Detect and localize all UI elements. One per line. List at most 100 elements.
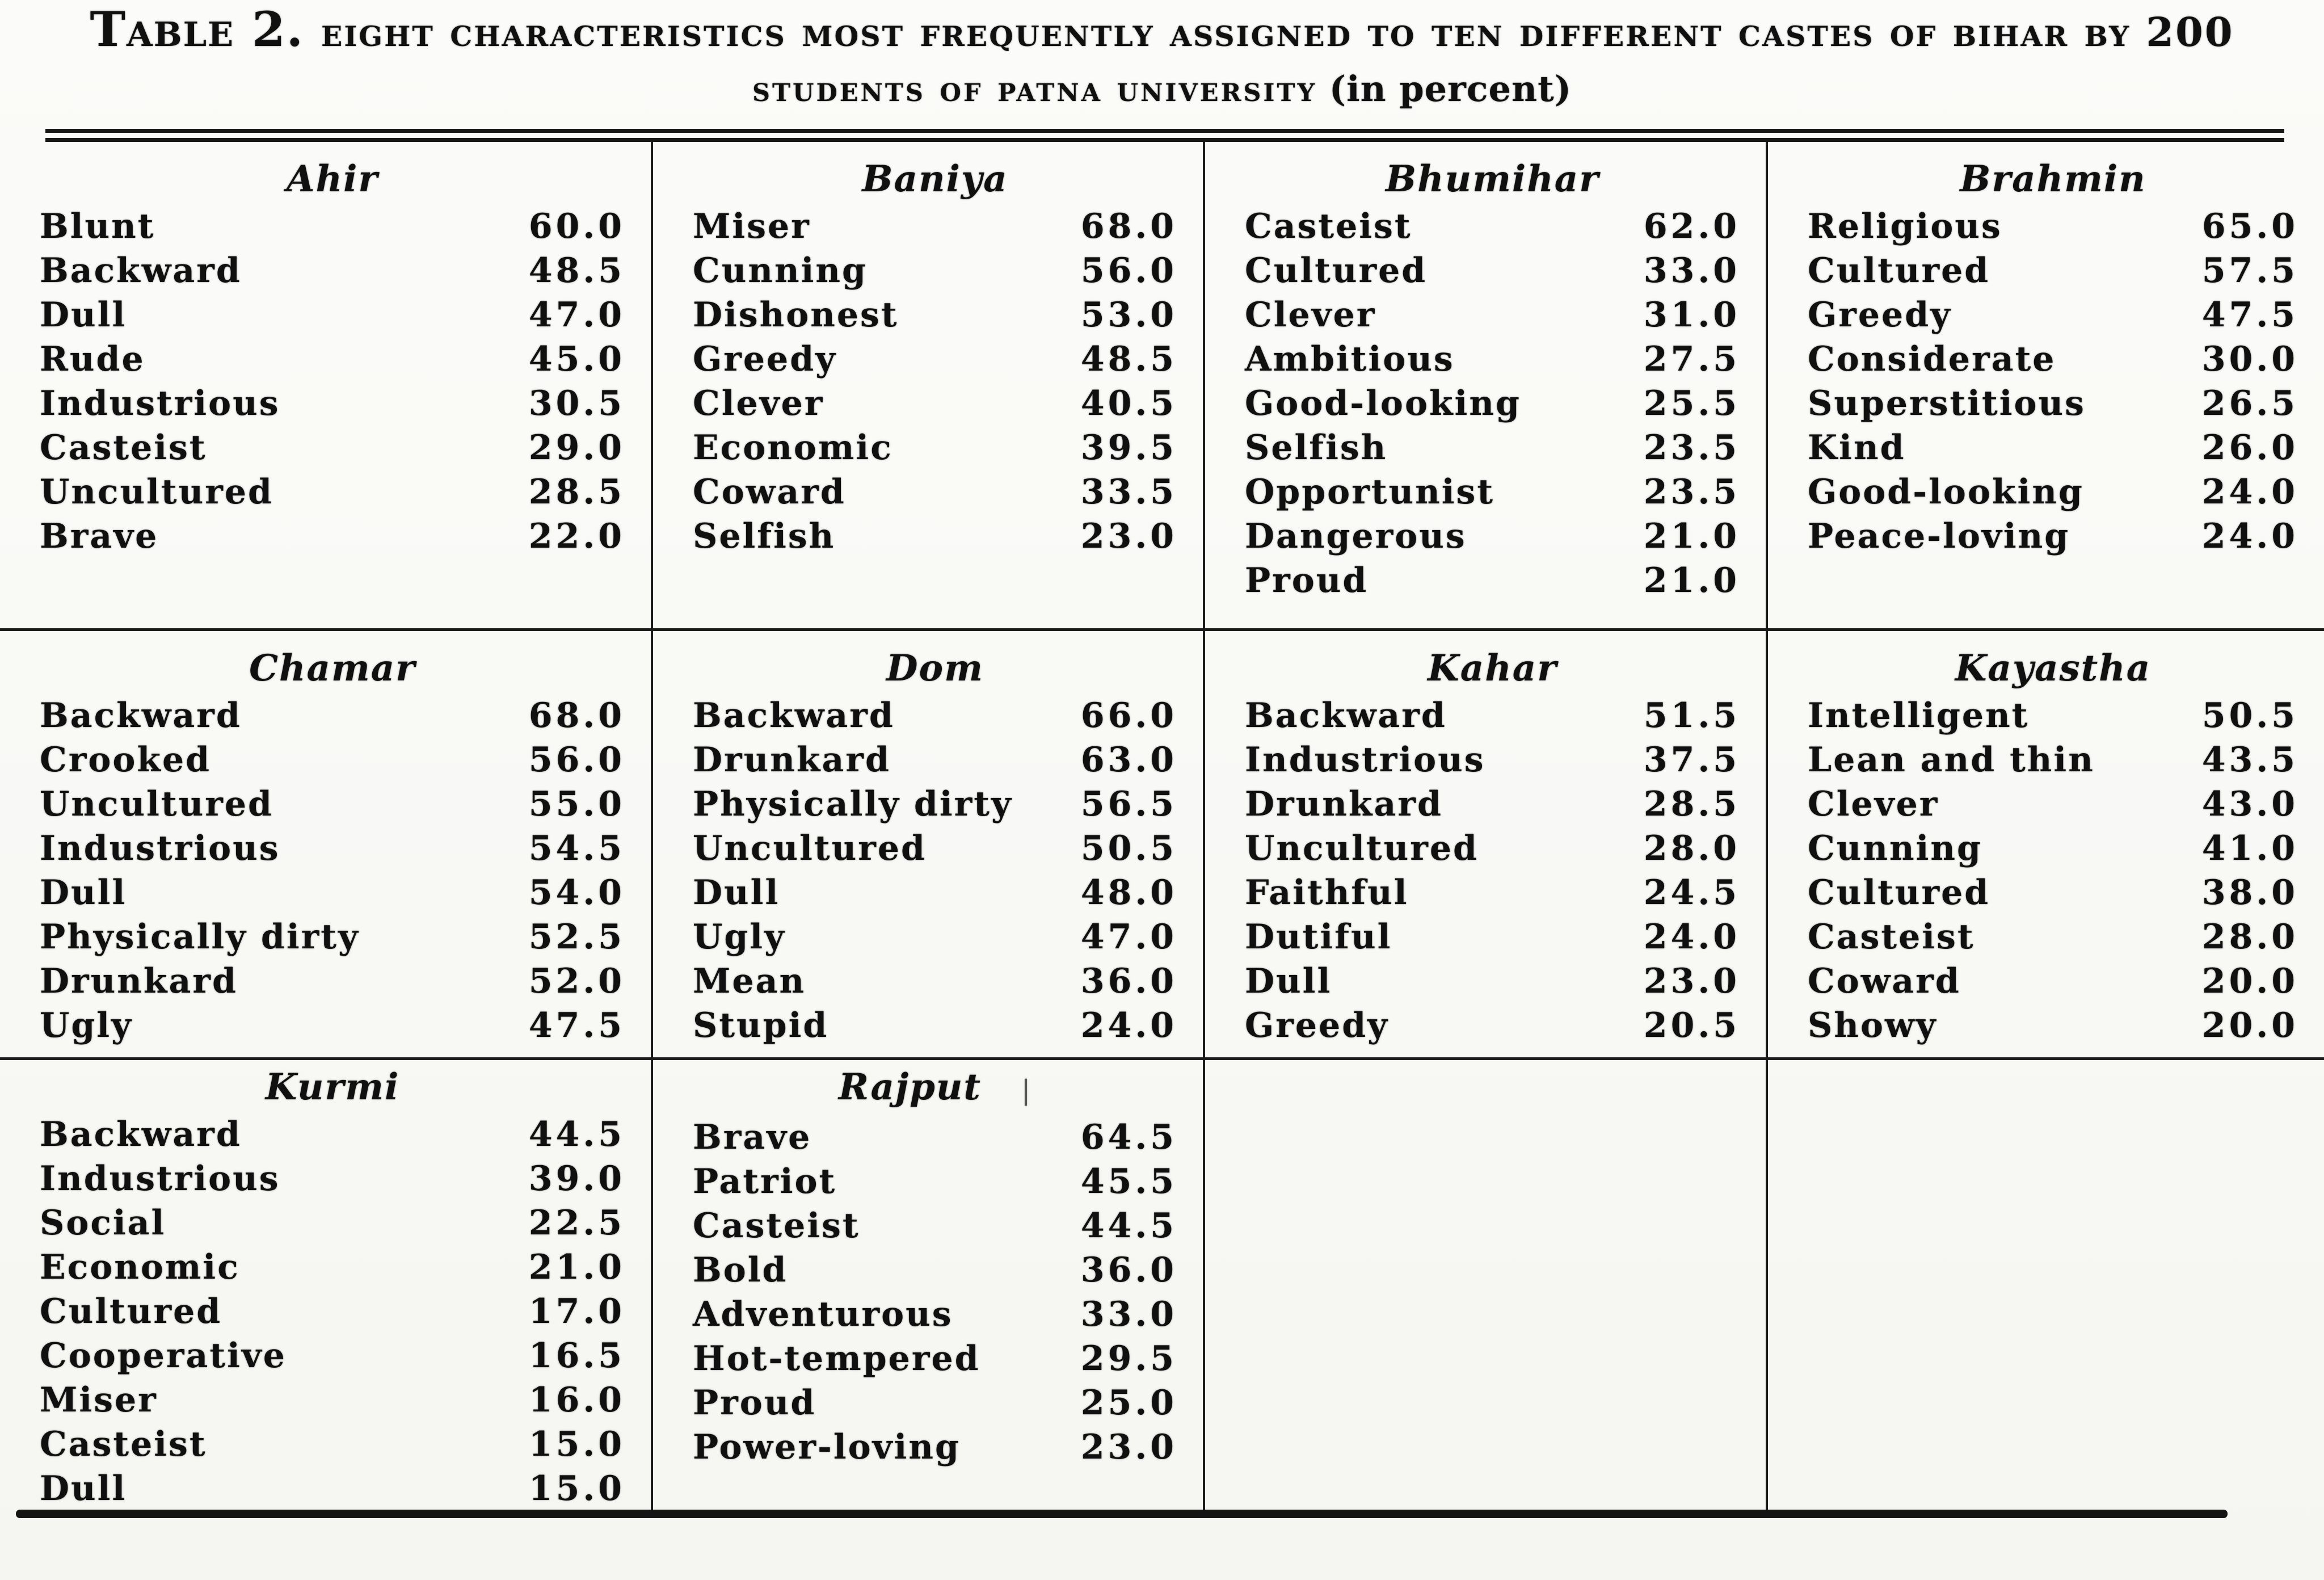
- trait-row: Cultured 38.0: [1808, 871, 2298, 915]
- trait-row: Opportunist 23.5: [1245, 470, 1740, 514]
- trait-row: Drunkard 52.0: [40, 959, 625, 1003]
- trait-value: 27.5: [1643, 339, 1740, 379]
- trait-row: Miser 16.0: [40, 1378, 625, 1422]
- trait-label: Physically dirty: [693, 784, 1013, 824]
- trait-row: Physically dirty 56.5: [693, 782, 1177, 826]
- trait-label: Adventurous: [693, 1295, 953, 1334]
- trait-label: Cunning: [1808, 829, 1982, 868]
- trait-value: 48.5: [1080, 339, 1177, 379]
- trait-value: 47.5: [2201, 295, 2298, 335]
- trait-value: 44.5: [1080, 1206, 1177, 1246]
- scan-artifact-mark: |: [1021, 1074, 1032, 1106]
- trait-row: Power-loving 23.0: [693, 1425, 1177, 1469]
- caste-header: Brahmin: [1960, 158, 2146, 200]
- trait-value: 30.0: [2201, 339, 2298, 379]
- trait-row: Adventurous 33.0: [693, 1292, 1177, 1337]
- trait-value: 21.0: [1643, 516, 1740, 556]
- trait-label: Cultured: [40, 1292, 222, 1331]
- trait-rows: Religious 65.0 Cultured 57.5 Greedy 47.5 Consi…: [1808, 204, 2298, 558]
- trait-row: Dull 54.0: [40, 871, 625, 915]
- trait-value: 22.0: [528, 516, 625, 556]
- trait-label: Dutiful: [1245, 917, 1392, 957]
- trait-row: Cooperative 16.5: [40, 1334, 625, 1378]
- trait-rows: Backward 51.5 Industrious 37.5 Drunkard 28.5 U…: [1245, 694, 1740, 1048]
- trait-value: 50.5: [1080, 829, 1177, 868]
- trait-value: 48.5: [528, 251, 625, 291]
- trait-row: Industrious 54.5: [40, 826, 625, 871]
- trait-value: 38.0: [2201, 873, 2298, 913]
- trait-row: Intelligent 50.5: [1808, 694, 2298, 738]
- empty-cell: [1766, 1060, 2324, 1510]
- trait-label: Casteist: [40, 1424, 207, 1464]
- trait-row: Cultured 57.5: [1808, 249, 2298, 293]
- trait-label: Ambitious: [1245, 339, 1455, 379]
- trait-label: Miser: [693, 207, 811, 246]
- trait-row: Casteist 44.5: [693, 1204, 1177, 1248]
- trait-label: Selfish: [693, 516, 836, 556]
- trait-value: 24.0: [2201, 472, 2298, 512]
- trait-label: Considerate: [1808, 339, 2056, 379]
- trait-value: 24.0: [1080, 1006, 1177, 1045]
- trait-label: Uncultured: [693, 829, 927, 868]
- caste-panel-bhumihar: Bhumihar Casteist 62.0 Cultured 33.0 Clever 31…: [1203, 142, 1766, 631]
- trait-value: 43.0: [2201, 784, 2298, 824]
- trait-value: 52.5: [528, 917, 625, 957]
- caste-panel-brahmin: Brahmin Religious 65.0 Cultured 57.5 Greedy 47…: [1766, 142, 2324, 631]
- trait-label: Social: [40, 1203, 166, 1243]
- trait-label: Industrious: [40, 829, 280, 868]
- trait-value: 15.0: [528, 1469, 625, 1508]
- trait-label: Miser: [40, 1380, 158, 1420]
- trait-row: Casteist 28.0: [1808, 915, 2298, 959]
- trait-rows: Casteist 62.0 Cultured 33.0 Clever 31.0 Ambiti…: [1245, 204, 1740, 603]
- trait-value: 24.0: [1643, 917, 1740, 957]
- trait-row: Ambitious 27.5: [1245, 337, 1740, 381]
- trait-label: Mean: [693, 961, 806, 1001]
- trait-label: Drunkard: [40, 961, 238, 1001]
- caste-header: Chamar: [249, 647, 416, 690]
- trait-row: Dishonest 53.0: [693, 293, 1177, 337]
- trait-value: 30.5: [528, 384, 625, 423]
- table-title-line2: students of patna university (in percent…: [0, 66, 2324, 112]
- trait-label: Dull: [40, 1469, 127, 1508]
- caste-header: Dom: [886, 647, 984, 690]
- trait-value: 54.5: [528, 829, 625, 868]
- trait-label: Dangerous: [1245, 516, 1467, 556]
- trait-value: 33.0: [1643, 251, 1740, 291]
- trait-value: 64.5: [1080, 1117, 1177, 1157]
- trait-label: Faithful: [1245, 873, 1409, 913]
- trait-row: Proud 21.0: [1245, 558, 1740, 603]
- trait-label: Lean and thin: [1808, 740, 2095, 780]
- trait-value: 28.5: [528, 472, 625, 512]
- trait-value: 41.0: [2201, 829, 2298, 868]
- table-title-text: eight characteristics most frequently as…: [321, 9, 2234, 56]
- trait-label: Uncultured: [40, 472, 273, 512]
- caste-panel-dom: Dom Backward 66.0 Drunkard 63.0 Physically di…: [651, 631, 1203, 1060]
- trait-value: 43.5: [2201, 740, 2298, 780]
- trait-value: 28.0: [2201, 917, 2298, 957]
- caste-panel-baniya: Baniya Miser 68.0 Cunning 56.0 Dishonest 53.0 G…: [651, 142, 1203, 631]
- trait-row: Uncultured 55.0: [40, 782, 625, 826]
- trait-label: Good-looking: [1245, 384, 1521, 423]
- trait-value: 20.5: [1643, 1006, 1740, 1045]
- trait-row: Clever 31.0: [1245, 293, 1740, 337]
- trait-value: 21.0: [1643, 561, 1740, 600]
- trait-label: Hot-tempered: [693, 1339, 980, 1379]
- caste-panel-kayastha: Kayastha Intelligent 50.5 Lean and thin 43.5…: [1766, 631, 2324, 1060]
- trait-row: Backward 51.5: [1245, 694, 1740, 738]
- caste-header: Kayastha: [1955, 647, 2152, 690]
- trait-value: 33.5: [1080, 472, 1177, 512]
- trait-value: 25.5: [1643, 384, 1740, 423]
- trait-value: 45.5: [1080, 1162, 1177, 1201]
- trait-label: Industrious: [40, 1159, 280, 1199]
- trait-label: Backward: [693, 696, 895, 736]
- trait-label: Peace-loving: [1808, 516, 2070, 556]
- trait-row: Cultured 17.0: [40, 1289, 625, 1334]
- trait-value: 20.0: [2201, 1006, 2298, 1045]
- trait-label: Selfish: [1245, 428, 1388, 468]
- trait-value: 54.0: [528, 873, 625, 913]
- trait-row: Backward 44.5: [40, 1112, 625, 1157]
- trait-value: 65.0: [2201, 207, 2298, 246]
- trait-row: Industrious 39.0: [40, 1157, 625, 1201]
- trait-value: 26.0: [2201, 428, 2298, 468]
- trait-row: Ugly 47.5: [40, 1003, 625, 1048]
